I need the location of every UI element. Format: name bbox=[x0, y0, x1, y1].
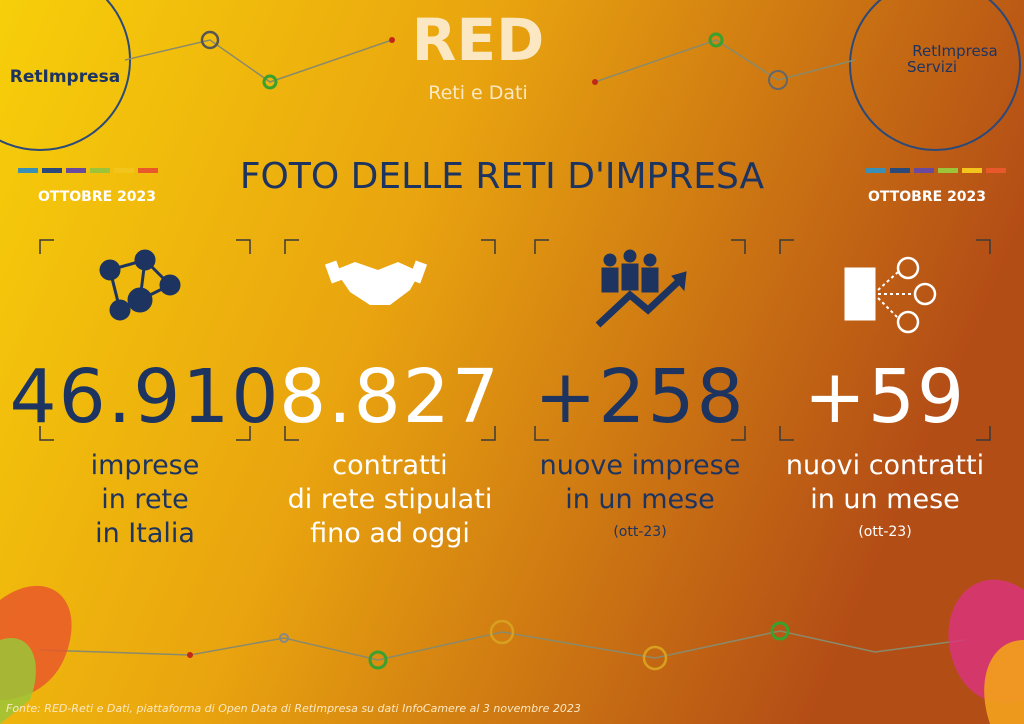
corner-bracket bbox=[39, 239, 251, 441]
icon-network bbox=[99, 249, 181, 321]
stat-value: 46.910 bbox=[10, 354, 281, 440]
stat-label: in un mese bbox=[565, 484, 715, 515]
stat-value: +258 bbox=[534, 354, 745, 440]
stat-label: imprese bbox=[91, 450, 200, 481]
center-logo-subtitle: Reti e Dati bbox=[428, 82, 528, 104]
stat-label: in rete bbox=[101, 484, 189, 515]
stat-label: nuovi contratti bbox=[786, 450, 984, 481]
stat-value: +59 bbox=[804, 354, 966, 440]
left-logo: RetImpresa bbox=[10, 67, 120, 87]
stat-label: di rete stipulati bbox=[288, 484, 493, 515]
center-logo: RED bbox=[412, 6, 544, 74]
corner-bracket bbox=[779, 239, 991, 441]
icon-building bbox=[844, 256, 937, 334]
stat-label: in un mese bbox=[810, 484, 960, 515]
stat-note: (ott-23) bbox=[613, 524, 666, 540]
stat-label: in Italia bbox=[95, 518, 195, 549]
right-logo: Servizi bbox=[907, 58, 957, 76]
stat-label: contratti bbox=[332, 450, 447, 481]
stat-note: (ott-23) bbox=[858, 524, 911, 540]
stat-value: 8.827 bbox=[279, 354, 501, 440]
icon-growth bbox=[595, 249, 687, 328]
icon-handshake bbox=[324, 260, 428, 305]
corner-bracket bbox=[534, 239, 746, 441]
right-logo: RetImpresa bbox=[912, 42, 998, 60]
title: FOTO DELLE RETI D'IMPRESA bbox=[240, 156, 765, 197]
stat-label: fino ad oggi bbox=[310, 518, 470, 549]
date: OTTOBRE 2023 bbox=[868, 189, 986, 205]
stat-label: nuove imprese bbox=[540, 450, 741, 481]
date: OTTOBRE 2023 bbox=[38, 189, 156, 205]
corner-bracket bbox=[284, 239, 496, 441]
footer-source: Fonte: RED-Reti e Dati, piattaforma di O… bbox=[6, 702, 581, 715]
